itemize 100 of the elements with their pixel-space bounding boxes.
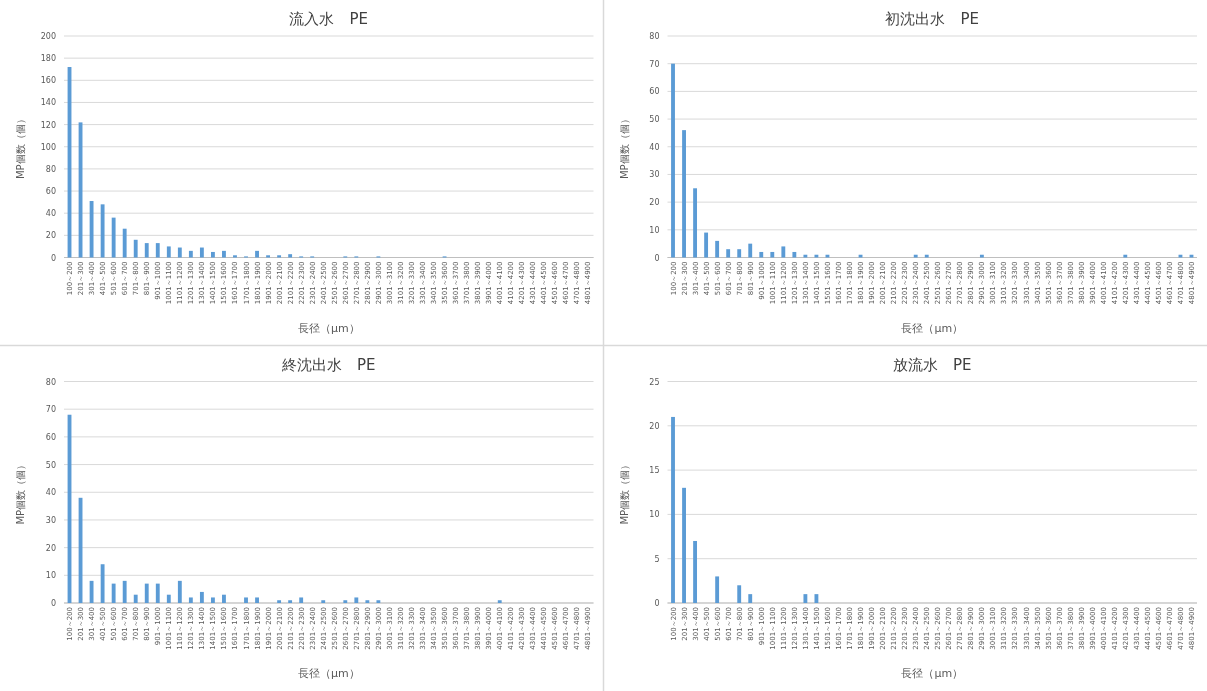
y-tick-label: 15 (649, 466, 660, 476)
bar (155, 583, 160, 603)
y-tick-label: 160 (40, 76, 56, 86)
y-axis-title: MP個数（個） (618, 114, 630, 180)
bar (199, 247, 204, 258)
bar (814, 594, 819, 603)
y-axis-title: MP個数（個） (618, 459, 630, 525)
bar (144, 583, 149, 603)
y-tick-label: 200 (40, 32, 56, 41)
bar (913, 254, 918, 258)
y-tick-label: 5 (654, 554, 660, 564)
bar (748, 594, 753, 603)
bar (166, 594, 171, 603)
bar (803, 254, 808, 258)
bar (210, 251, 215, 258)
bar (111, 583, 116, 603)
bar (1123, 254, 1128, 258)
bar (781, 246, 786, 258)
y-tick-label: 40 (45, 209, 56, 219)
bar (737, 249, 742, 258)
bar (671, 63, 675, 258)
bar (166, 246, 171, 258)
bar (299, 597, 304, 603)
bar (210, 597, 215, 603)
y-tick-label: 30 (45, 515, 56, 525)
bar (365, 600, 370, 603)
bar (122, 228, 127, 258)
y-axis-title: MP個数（個） (15, 459, 26, 525)
chart-title: 放流水 PE (892, 355, 972, 374)
bar (814, 254, 819, 258)
bar (133, 239, 138, 258)
y-tick-label: 20 (45, 543, 56, 553)
y-tick-label: 60 (45, 187, 56, 197)
y-tick-label: 10 (649, 510, 660, 520)
bar (199, 591, 204, 603)
bar (244, 597, 248, 603)
bar (726, 249, 731, 258)
chart-title: 初沈出水 PE (885, 10, 980, 28)
y-tick-label: 70 (649, 59, 660, 69)
bar (277, 600, 282, 603)
bar (354, 597, 359, 603)
bar (100, 564, 105, 603)
y-tick-label: 10 (45, 571, 56, 581)
x-axis-title: 長径（μm） (901, 321, 964, 335)
bar (188, 250, 193, 258)
y-tick-label: 25 (649, 377, 660, 387)
y-tick-label: 0 (50, 599, 56, 608)
bar (803, 594, 808, 603)
bar (133, 594, 138, 603)
bar (222, 594, 226, 603)
bar (924, 254, 929, 258)
bar (693, 540, 698, 603)
y-tick-label: 80 (649, 32, 660, 41)
y-tick-label: 100 (40, 142, 56, 152)
bar (177, 580, 182, 603)
bar (715, 240, 720, 258)
y-axis-title: MP個数（個） (15, 114, 26, 180)
bar (704, 232, 709, 258)
y-tick-label: 20 (649, 198, 660, 208)
y-tick-label: 0 (654, 599, 660, 608)
bar (89, 201, 94, 258)
y-tick-label: 50 (45, 460, 56, 470)
y-tick-label: 30 (649, 170, 660, 180)
y-tick-label: 10 (649, 225, 660, 235)
bar (255, 597, 259, 603)
y-tick-label: 140 (40, 98, 56, 108)
y-tick-label: 20 (649, 421, 660, 431)
x-axis-title: 長径（μm） (901, 667, 964, 680)
bar (288, 254, 293, 258)
y-tick-label: 80 (45, 377, 56, 387)
bar (693, 188, 698, 258)
y-tick-label: 70 (45, 405, 56, 415)
bar (188, 597, 193, 603)
x-axis-title: 長径（μm） (297, 667, 360, 680)
bar (233, 255, 237, 258)
y-tick-label: 40 (649, 142, 660, 152)
bar (715, 576, 720, 603)
bar (682, 130, 686, 258)
bar (288, 600, 293, 603)
bar (770, 251, 775, 258)
y-tick-label: 80 (45, 164, 56, 174)
bar (682, 487, 686, 603)
bar (89, 580, 94, 603)
y-tick-label: 120 (40, 120, 56, 130)
chart-title: 流入水 PE (289, 10, 369, 28)
x-axis-title: 長径（μm） (297, 321, 360, 335)
bar (177, 247, 182, 258)
y-tick-label: 60 (649, 87, 660, 97)
y-tick-label: 50 (649, 115, 660, 125)
bar (497, 600, 502, 603)
y-tick-label: 20 (45, 231, 56, 241)
bar (737, 585, 742, 603)
bar (376, 600, 381, 603)
bar (155, 243, 160, 258)
bar (266, 255, 271, 258)
bar (277, 255, 282, 258)
bar (122, 580, 127, 603)
chart-title: 終沈出水 PE (280, 355, 376, 374)
bar (759, 251, 764, 258)
bar (144, 243, 149, 258)
